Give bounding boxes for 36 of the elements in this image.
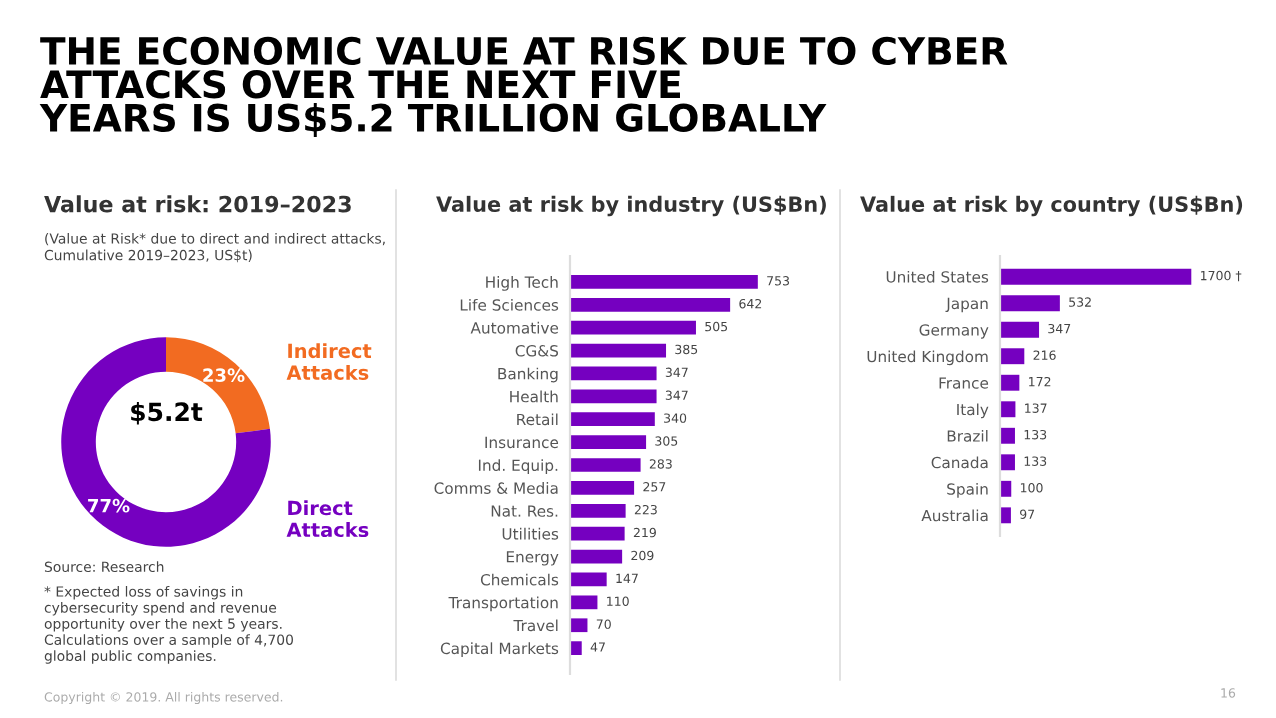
text: $5.2t (131, 401, 203, 425)
bar (570, 641, 582, 655)
bar (570, 618, 588, 633)
bar (1000, 348, 1025, 365)
bar (570, 526, 625, 541)
bar (570, 549, 623, 564)
bar (570, 481, 635, 495)
bar (1000, 401, 1016, 418)
bar (570, 503, 626, 518)
bar (570, 458, 641, 472)
bar (1000, 427, 1015, 444)
donut-slice (61, 337, 271, 547)
chart-title: Value at risk by industry (US$Bn) (436, 195, 826, 217)
bar (570, 366, 657, 381)
bar (570, 275, 758, 289)
data-label: 77% (88, 498, 130, 513)
bar (570, 343, 667, 358)
text: THE ECONOMIC VALUE AT RISK DUE TO CYBER ATTACKS OVER THE NEXT FIVE YEARS IS US$5.2 TRILLION GLOBALLY (39, 36, 1008, 137)
bar (570, 572, 607, 587)
bar (570, 435, 647, 449)
bar (570, 595, 598, 610)
bar (1000, 374, 1020, 391)
bar (570, 320, 696, 335)
bar (1000, 507, 1011, 524)
bar (570, 297, 731, 312)
bar (570, 412, 655, 427)
bar (570, 389, 657, 404)
bar (1000, 295, 1060, 312)
bar (1000, 454, 1015, 471)
slice-label: Indirect Attacks (286, 343, 372, 380)
bar (1000, 321, 1040, 338)
bar (1000, 268, 1192, 285)
data-label: 23% (203, 368, 245, 383)
chart-title: Value at risk: 2019–2023 (44, 195, 351, 213)
chart-title: Value at risk by country (US$Bn) (860, 195, 1243, 217)
slice-label: Direct Attacks (286, 500, 369, 538)
